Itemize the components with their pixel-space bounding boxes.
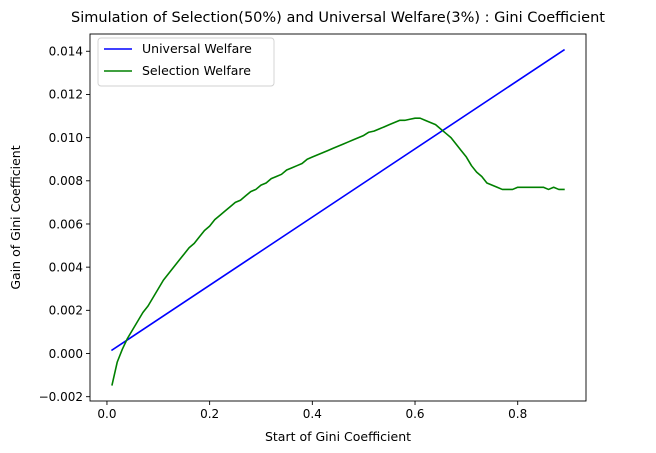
- x-axis-label: Start of Gini Coefficient: [265, 429, 411, 444]
- y-tick-label: 0.000: [49, 347, 83, 361]
- y-tick-label: 0.014: [49, 45, 83, 59]
- legend-box: [97, 37, 275, 87]
- plot-frame: [89, 33, 587, 402]
- x-tick-label: 0.0: [97, 407, 116, 421]
- y-tick-label: 0.002: [49, 304, 83, 318]
- x-tick-label: 0.6: [405, 407, 424, 421]
- legend-label-universal: Universal Welfare: [142, 41, 252, 56]
- y-tick-label: 0.010: [49, 131, 83, 145]
- legend: Universal Welfare Selection Welfare: [97, 37, 275, 87]
- series-line-universal-welfare: [110, 48, 566, 352]
- y-tick-label: 0.008: [49, 174, 83, 188]
- x-tick-label: 0.4: [303, 407, 322, 421]
- y-axis: −0.002 0.000 0.002 0.004 0.006 0.008 0.010 0.01…: [39, 45, 90, 404]
- x-tick-label: 0.2: [200, 407, 219, 421]
- y-tick-label: −0.002: [39, 390, 83, 404]
- y-tick-label: 0.004: [49, 260, 83, 274]
- chart-title: Simulation of Selection(50%) and Univers…: [71, 10, 605, 26]
- y-axis-label: Gain of Gini Coefficient: [8, 145, 23, 289]
- series-line-selection-welfare: [111, 117, 565, 386]
- y-tick-label: 0.006: [49, 217, 83, 231]
- x-axis: 0.0 0.2 0.4 0.6 0.8: [97, 401, 527, 421]
- legend-label-selection: Selection Welfare: [142, 63, 251, 78]
- series-lines: [110, 48, 566, 386]
- y-tick-label: 0.012: [49, 88, 83, 102]
- x-tick-label: 0.8: [508, 407, 527, 421]
